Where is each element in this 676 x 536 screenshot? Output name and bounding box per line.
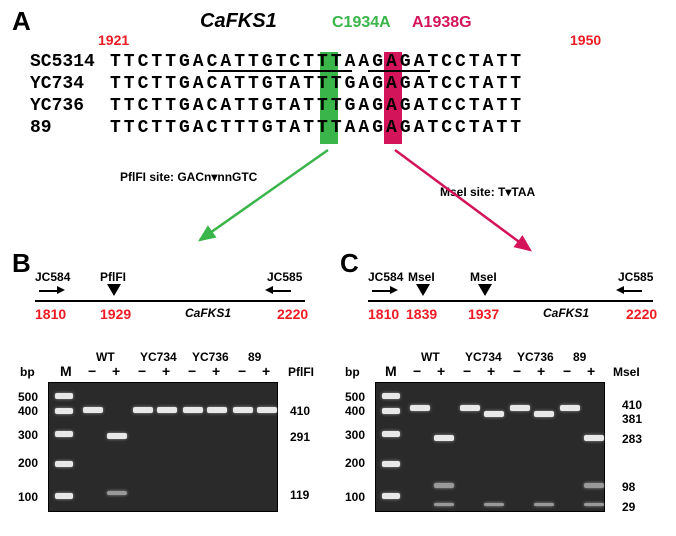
size-200b: 200 xyxy=(18,456,38,470)
marker-b: M xyxy=(60,363,72,379)
bp-b: bp xyxy=(20,365,35,379)
enz-b: PflFI xyxy=(288,365,314,379)
sample-734: YC734 xyxy=(140,350,177,364)
seq: TTCTTGACATTGTATTTGAGAGATCCTATT xyxy=(110,74,524,94)
seq-row: 89 TTCTTGACTTTGTATTTAAGAGATCCTATT xyxy=(30,118,524,138)
enz-c: MseI xyxy=(613,365,640,379)
size-291b: 291 xyxy=(290,430,310,444)
pos-sc-r: 2220 xyxy=(626,306,657,322)
pos-sc-c2: 1937 xyxy=(468,306,499,322)
panel-b-label: B xyxy=(12,248,31,279)
size-500c: 500 xyxy=(345,390,365,404)
scheme-line xyxy=(35,300,305,302)
enzyme-msei: MseI site: T▾TAA xyxy=(440,185,535,199)
sample-89-c: 89 xyxy=(573,350,586,364)
pos-sb-cut: 1929 xyxy=(100,306,131,322)
primer-r-c: JC585 xyxy=(618,270,653,284)
sample-734-c: YC734 xyxy=(465,350,502,364)
size-410b: 410 xyxy=(290,404,310,418)
size-410c: 410 xyxy=(622,398,642,412)
arrow-magenta xyxy=(395,150,530,250)
mutation-magenta: A1938G xyxy=(412,14,472,32)
seq: TTCTTGACATTGTATTTGAGAGATCCTATT xyxy=(110,96,524,116)
seq: TTCTTGACTTTGTATTTAAGAGATCCTATT xyxy=(110,118,524,138)
size-119b: 119 xyxy=(290,488,309,502)
size-100c: 100 xyxy=(345,490,365,504)
size-98c: 98 xyxy=(622,480,635,494)
primer-r: JC585 xyxy=(267,270,302,284)
seq-label: YC736 xyxy=(30,96,110,116)
pos-left: 1921 xyxy=(98,32,129,48)
cut-mark xyxy=(107,284,121,296)
sample-736-c: YC736 xyxy=(517,350,554,364)
panel-c-label: C xyxy=(340,248,359,279)
cut-mark-c2 xyxy=(478,284,492,296)
seq-label: YC734 xyxy=(30,74,110,94)
size-400c: 400 xyxy=(345,404,365,418)
mutation-green: C1934A xyxy=(332,14,391,32)
scheme-line-c xyxy=(368,300,653,302)
underline-msei xyxy=(368,70,430,72)
gene-c: CaFKS1 xyxy=(543,306,589,320)
seq-row: SC5314 TTCTTGACATTGTCTTTAAGAGATCCTATT xyxy=(30,52,524,72)
pos-sc-c1: 1839 xyxy=(406,306,437,322)
panel-a-label: A xyxy=(12,6,31,37)
pos-sc-l: 1810 xyxy=(368,306,399,322)
bp-c: bp xyxy=(345,365,360,379)
gene-b: CaFKS1 xyxy=(185,306,231,320)
sample-wt-c: WT xyxy=(421,350,440,364)
enzyme-pflfi: PflFI site: GACn▾nnGTC xyxy=(120,170,257,184)
size-500b: 500 xyxy=(18,390,38,404)
size-300c: 300 xyxy=(345,428,365,442)
size-300b: 300 xyxy=(18,428,38,442)
size-400b: 400 xyxy=(18,404,38,418)
underline-pflfi xyxy=(208,70,352,72)
cut-label-c2: MseI xyxy=(470,270,497,284)
sample-736: YC736 xyxy=(192,350,229,364)
seq-label: SC5314 xyxy=(30,52,110,72)
seq: TTCTTGACATTGTCTTTAAGAGATCCTATT xyxy=(110,52,524,72)
size-283c: 283 xyxy=(622,432,642,446)
arrow-green xyxy=(200,150,328,240)
pos-right: 1950 xyxy=(570,32,601,48)
gene-title: CaFKS1 xyxy=(200,10,277,33)
sample-wt: WT xyxy=(96,350,115,364)
sequence-block: SC5314 TTCTTGACATTGTCTTTAAGAGATCCTATT YC… xyxy=(30,52,524,140)
seq-row: YC736 TTCTTGACATTGTATTTGAGAGATCCTATT xyxy=(30,96,524,116)
primer-l-c: JC584 xyxy=(368,270,403,284)
size-29c: 29 xyxy=(622,500,635,514)
seq-row: YC734 TTCTTGACATTGTATTTGAGAGATCCTATT xyxy=(30,74,524,94)
sample-89: 89 xyxy=(248,350,261,364)
gel-b xyxy=(48,382,278,512)
pos-sb-l: 1810 xyxy=(35,306,66,322)
cut-mark-c1 xyxy=(416,284,430,296)
size-381c: 381 xyxy=(622,412,642,426)
primer-l: JC584 xyxy=(35,270,70,284)
cut-label: PflFI xyxy=(100,270,126,284)
cut-label-c1: MseI xyxy=(408,270,435,284)
size-100b: 100 xyxy=(18,490,38,504)
gel-c xyxy=(375,382,605,512)
marker-c: M xyxy=(385,363,397,379)
seq-label: 89 xyxy=(30,118,110,138)
size-200c: 200 xyxy=(345,456,365,470)
pos-sb-r: 2220 xyxy=(277,306,308,322)
